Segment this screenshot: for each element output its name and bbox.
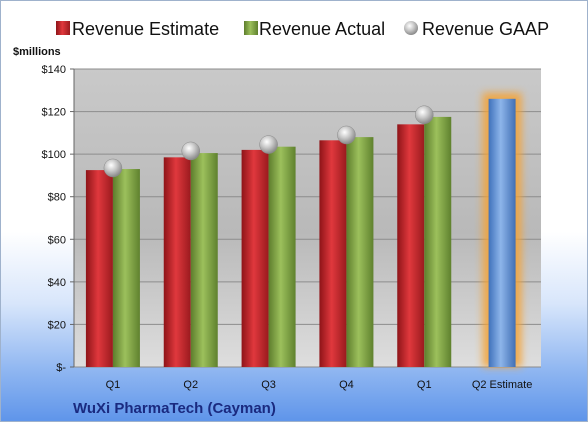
bar-revenue-estimate — [85, 170, 113, 367]
y-tick-label: $80 — [48, 192, 66, 204]
bar-revenue-actual — [112, 169, 140, 367]
marker-revenue-gaap — [103, 158, 123, 178]
bar-revenue-actual — [190, 153, 218, 367]
x-tick-label: Q2 Estimate — [472, 379, 533, 391]
x-tick-label: Q3 — [261, 379, 276, 391]
legend-swatch-revenue-actual — [244, 21, 258, 35]
marker-revenue-gaap — [259, 135, 278, 154]
x-tick-label: Q1 — [417, 379, 432, 391]
x-tick-label: Q2 — [183, 379, 198, 391]
y-tick-label: $40 — [48, 277, 66, 289]
marker-revenue-gaap — [181, 141, 200, 161]
legend-label-revenue-estimate: Revenue Estimate — [72, 19, 219, 39]
y-tick-label: $140 — [42, 64, 66, 76]
gridlines — [70, 68, 541, 368]
gaap-markers — [103, 105, 434, 178]
company-name: WuXi PharmaTech (Cayman) — [73, 400, 276, 417]
x-axis-ticks: Q1 Q2 Q3 Q4 Q1 Q2 Estimate — [106, 379, 533, 391]
bar-revenue-actual — [346, 137, 374, 367]
bar-q2-estimate — [488, 98, 516, 368]
y-tick-label: $120 — [42, 107, 66, 119]
bars — [85, 92, 522, 368]
y-tick-label: $- — [56, 362, 66, 374]
legend-label-revenue-gaap: Revenue GAAP — [422, 19, 549, 39]
marker-revenue-gaap — [337, 125, 356, 145]
bar-revenue-estimate — [241, 149, 269, 367]
plot-area — [74, 69, 541, 367]
x-tick-label: Q4 — [339, 379, 354, 391]
y-tick-label: $20 — [48, 319, 66, 331]
y-axis-ticks: $- $20 $40 $60 $80 $100 $120 $140 — [42, 64, 67, 374]
legend-swatch-revenue-estimate — [56, 21, 70, 35]
y-axis-label: $millions — [13, 46, 61, 58]
legend: Revenue Estimate Revenue Actual Revenue … — [56, 19, 549, 39]
bar-revenue-estimate — [163, 157, 191, 367]
y-tick-label: $60 — [48, 234, 66, 246]
bar-revenue-estimate — [397, 124, 425, 367]
bar-revenue-estimate — [319, 140, 347, 367]
y-tick-label: $100 — [42, 149, 66, 161]
legend-label-revenue-actual: Revenue Actual — [259, 19, 385, 39]
bar-revenue-actual — [424, 116, 452, 368]
legend-marker-revenue-gaap — [404, 21, 418, 35]
marker-revenue-gaap — [415, 105, 434, 125]
bar-revenue-actual — [268, 146, 296, 367]
x-tick-label: Q1 — [106, 379, 121, 391]
